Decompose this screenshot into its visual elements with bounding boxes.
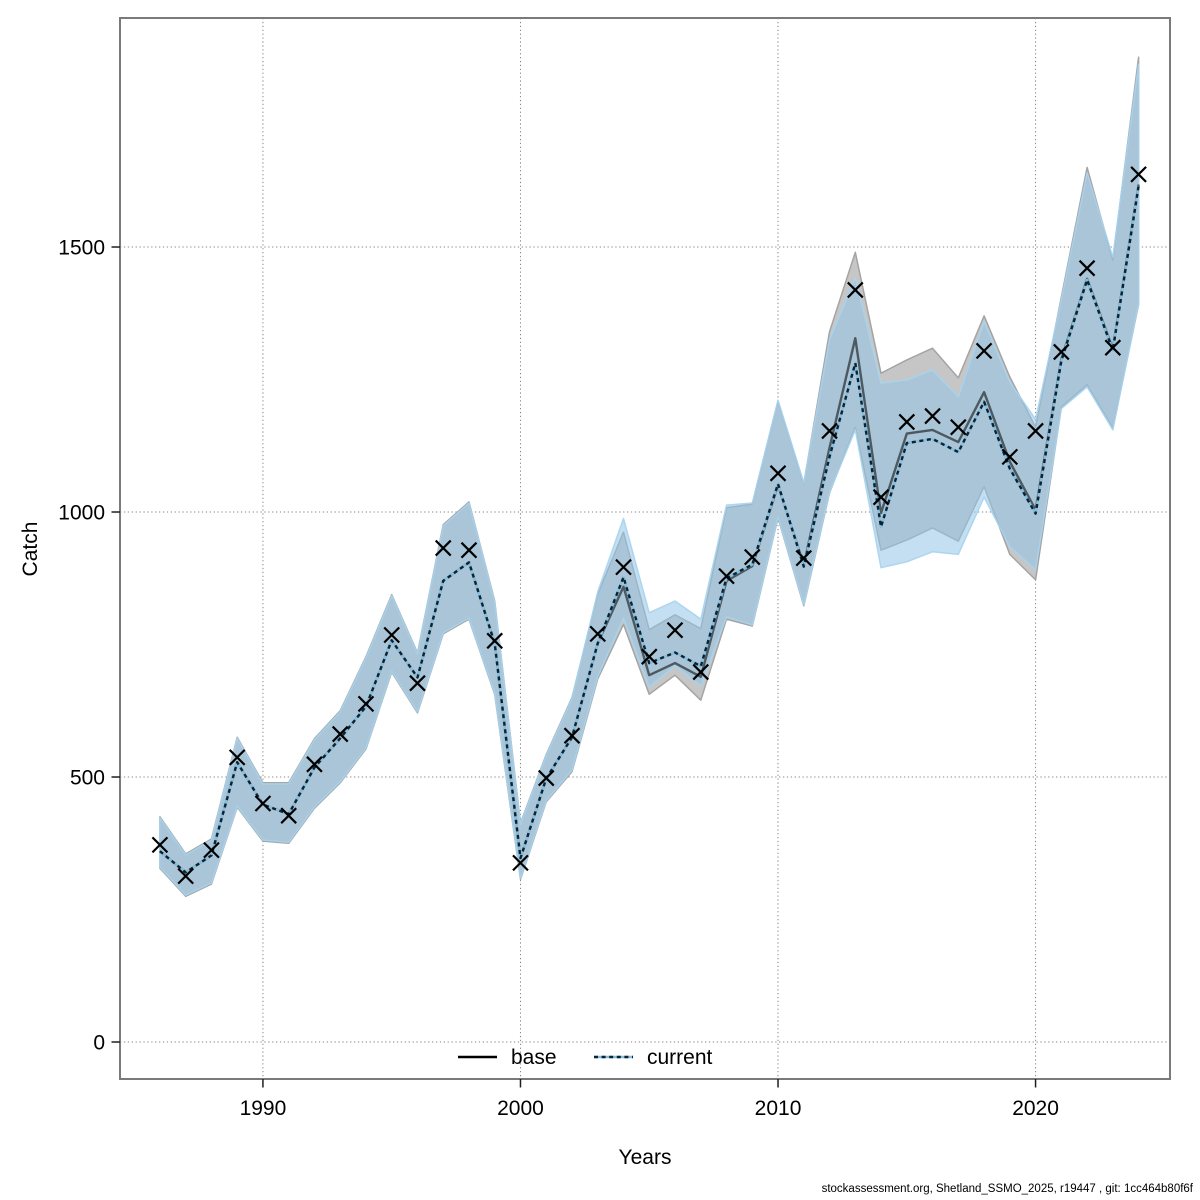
observation-marker (434, 539, 452, 557)
x-tick-label: 1990 (240, 1097, 287, 1120)
legend: base current (458, 1046, 713, 1069)
observation-marker (203, 841, 220, 859)
observation-marker (151, 836, 169, 854)
observation-marker (898, 413, 916, 431)
observation-marker (460, 541, 478, 559)
observation-marker (1130, 166, 1147, 183)
observation-marker (666, 621, 684, 639)
observation-marker (306, 756, 323, 773)
observation-marker (589, 625, 607, 643)
plot-border (119, 17, 1171, 1080)
observation-marker (383, 626, 400, 644)
x-tick-label: 2020 (1012, 1097, 1059, 1120)
legend-current-label: current (647, 1046, 713, 1069)
y-tick-label: 1000 (58, 502, 105, 525)
observation-marker (537, 769, 555, 787)
y-tick-label: 1500 (58, 237, 105, 260)
observation-marker (512, 854, 529, 872)
observation-marker (795, 549, 813, 567)
confidence-bands (159, 56, 1140, 898)
x-tick-label: 2000 (497, 1097, 544, 1120)
observation-marker (821, 422, 838, 440)
observation-marker (1027, 422, 1044, 440)
observation-marker (228, 749, 246, 766)
observation-marker (847, 281, 864, 299)
confidence-band-current (159, 63, 1140, 896)
observation-marker (718, 567, 735, 585)
observation-marker (1001, 448, 1019, 466)
y-tick-label: 0 (93, 1032, 105, 1055)
observation-marker (177, 867, 194, 885)
observation-marker (357, 695, 375, 713)
observation-marker (769, 465, 787, 482)
observation-marker (486, 632, 504, 650)
current-fit-line (159, 185, 1140, 874)
observation-marker (331, 725, 349, 743)
observation-marker (615, 558, 632, 576)
observation-marker (692, 663, 710, 681)
plot-frame (111, 17, 1171, 1088)
y-axis-title: Catch (19, 522, 42, 577)
fit-lines (159, 184, 1140, 874)
observation-marker (563, 727, 581, 744)
tick-labels: 1990 2000 2010 2020 0 500 1000 1500 (58, 237, 1059, 1120)
observation-marker (254, 795, 272, 812)
x-axis-title: Years (619, 1146, 672, 1169)
footer-text: stockassessment.org, Shetland_SSMO_2025,… (822, 1183, 1194, 1195)
observation-marker (1053, 343, 1070, 361)
observation-marker (950, 418, 967, 436)
legend-base-label: base (511, 1046, 557, 1069)
observation-marker (924, 407, 941, 425)
observation-marker (280, 807, 297, 824)
observation-marker (409, 674, 426, 692)
y-tick-label: 500 (70, 767, 105, 790)
observation-marker (1104, 339, 1122, 356)
observation-marker (872, 488, 890, 506)
observation-marker (743, 548, 761, 566)
observation-marker (1078, 259, 1096, 277)
axis-titles: Years Catch (19, 522, 671, 1169)
observation-marker (640, 648, 658, 665)
observation-markers (151, 166, 1147, 885)
observation-marker (975, 342, 993, 360)
x-tick-label: 2010 (755, 1097, 802, 1120)
